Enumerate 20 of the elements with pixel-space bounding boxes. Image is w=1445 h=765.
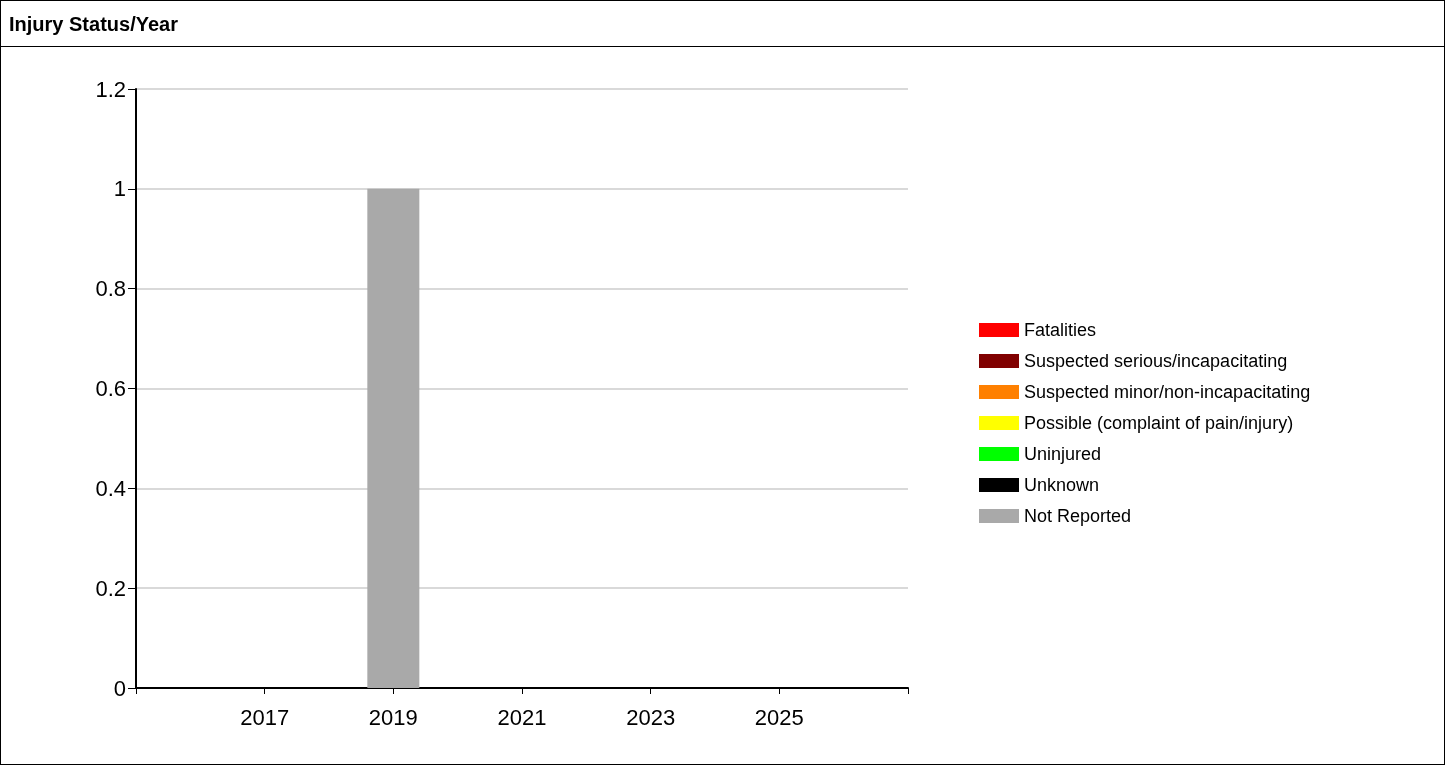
legend-label: Suspected serious/incapacitating: [1024, 351, 1288, 371]
legend-label: Not Reported: [1024, 506, 1132, 526]
legend-label: Unknown: [1024, 475, 1100, 495]
y-tick-label: 0.6: [95, 376, 126, 401]
legend-label: Uninjured: [1024, 444, 1102, 464]
legend-label: Suspected minor/non-incapacitating: [1024, 382, 1311, 402]
x-tick-label: 2019: [368, 704, 418, 730]
x-tick-label: 2025: [754, 704, 804, 730]
x-tick-label: 2021: [497, 704, 547, 730]
y-tick-label: 0.2: [95, 575, 126, 601]
x-tick-label: 2017: [240, 704, 290, 730]
y-tick-label: 1: [113, 176, 126, 202]
legend-label: Fatalities: [1024, 320, 1097, 340]
x-tick-label: 2023: [626, 704, 676, 730]
y-tick-label: 0.8: [95, 276, 126, 302]
y-tick-label: 0: [113, 675, 126, 701]
y-tick-label: 0.4: [95, 475, 126, 501]
legend-label: Possible (complaint of pain/injury): [1024, 413, 1294, 433]
y-tick-label: 1.2: [95, 76, 126, 102]
chart-title: Injury Status/Year: [1, 1, 1444, 47]
